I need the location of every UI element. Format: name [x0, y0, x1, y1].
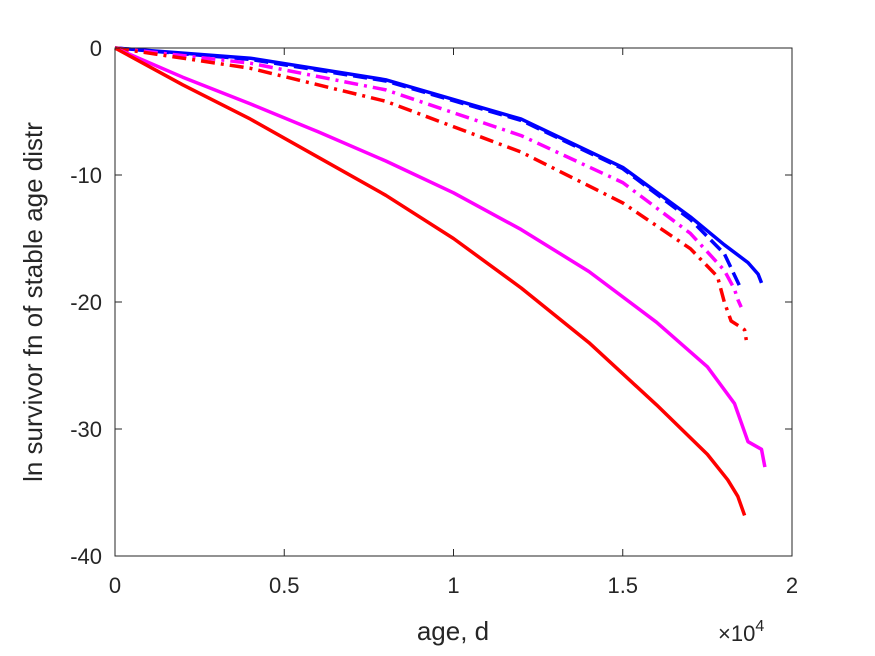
x-tick-label-1: 0: [109, 573, 121, 598]
series-line-3: [114, 46, 743, 308]
y-tick-label-3: -20: [70, 290, 102, 315]
y-axis-label: ln survivor fn of stable age distr: [18, 122, 48, 482]
series-line-2: [114, 46, 764, 284]
x-tick-label-3: 1: [447, 573, 459, 598]
x-axis-exponent: ×104: [718, 618, 764, 646]
y-tick-label-4: -30: [70, 417, 102, 442]
x-tick-label-4: 1.5: [607, 573, 638, 598]
plot-area: [115, 48, 792, 556]
series-layer: [114, 46, 767, 516]
x-exponent-base: ×10: [718, 621, 755, 646]
series-line-5: [114, 46, 767, 468]
y-tick-label-1: 0: [90, 36, 102, 61]
x-exponent-power: 4: [755, 618, 764, 635]
x-axis-label: age, d: [417, 616, 489, 646]
x-tick-label-5: 2: [786, 573, 798, 598]
x-tick-label-2: 0.5: [269, 573, 300, 598]
series-line-4: [114, 46, 749, 341]
y-tick-label-2: -10: [70, 163, 102, 188]
y-tick-label-5: -40: [70, 544, 102, 569]
ticks-layer: 0 0.5 1 1.5 2 0 -10 -20 -30 -40: [70, 36, 798, 598]
series-line-6: [114, 46, 747, 516]
